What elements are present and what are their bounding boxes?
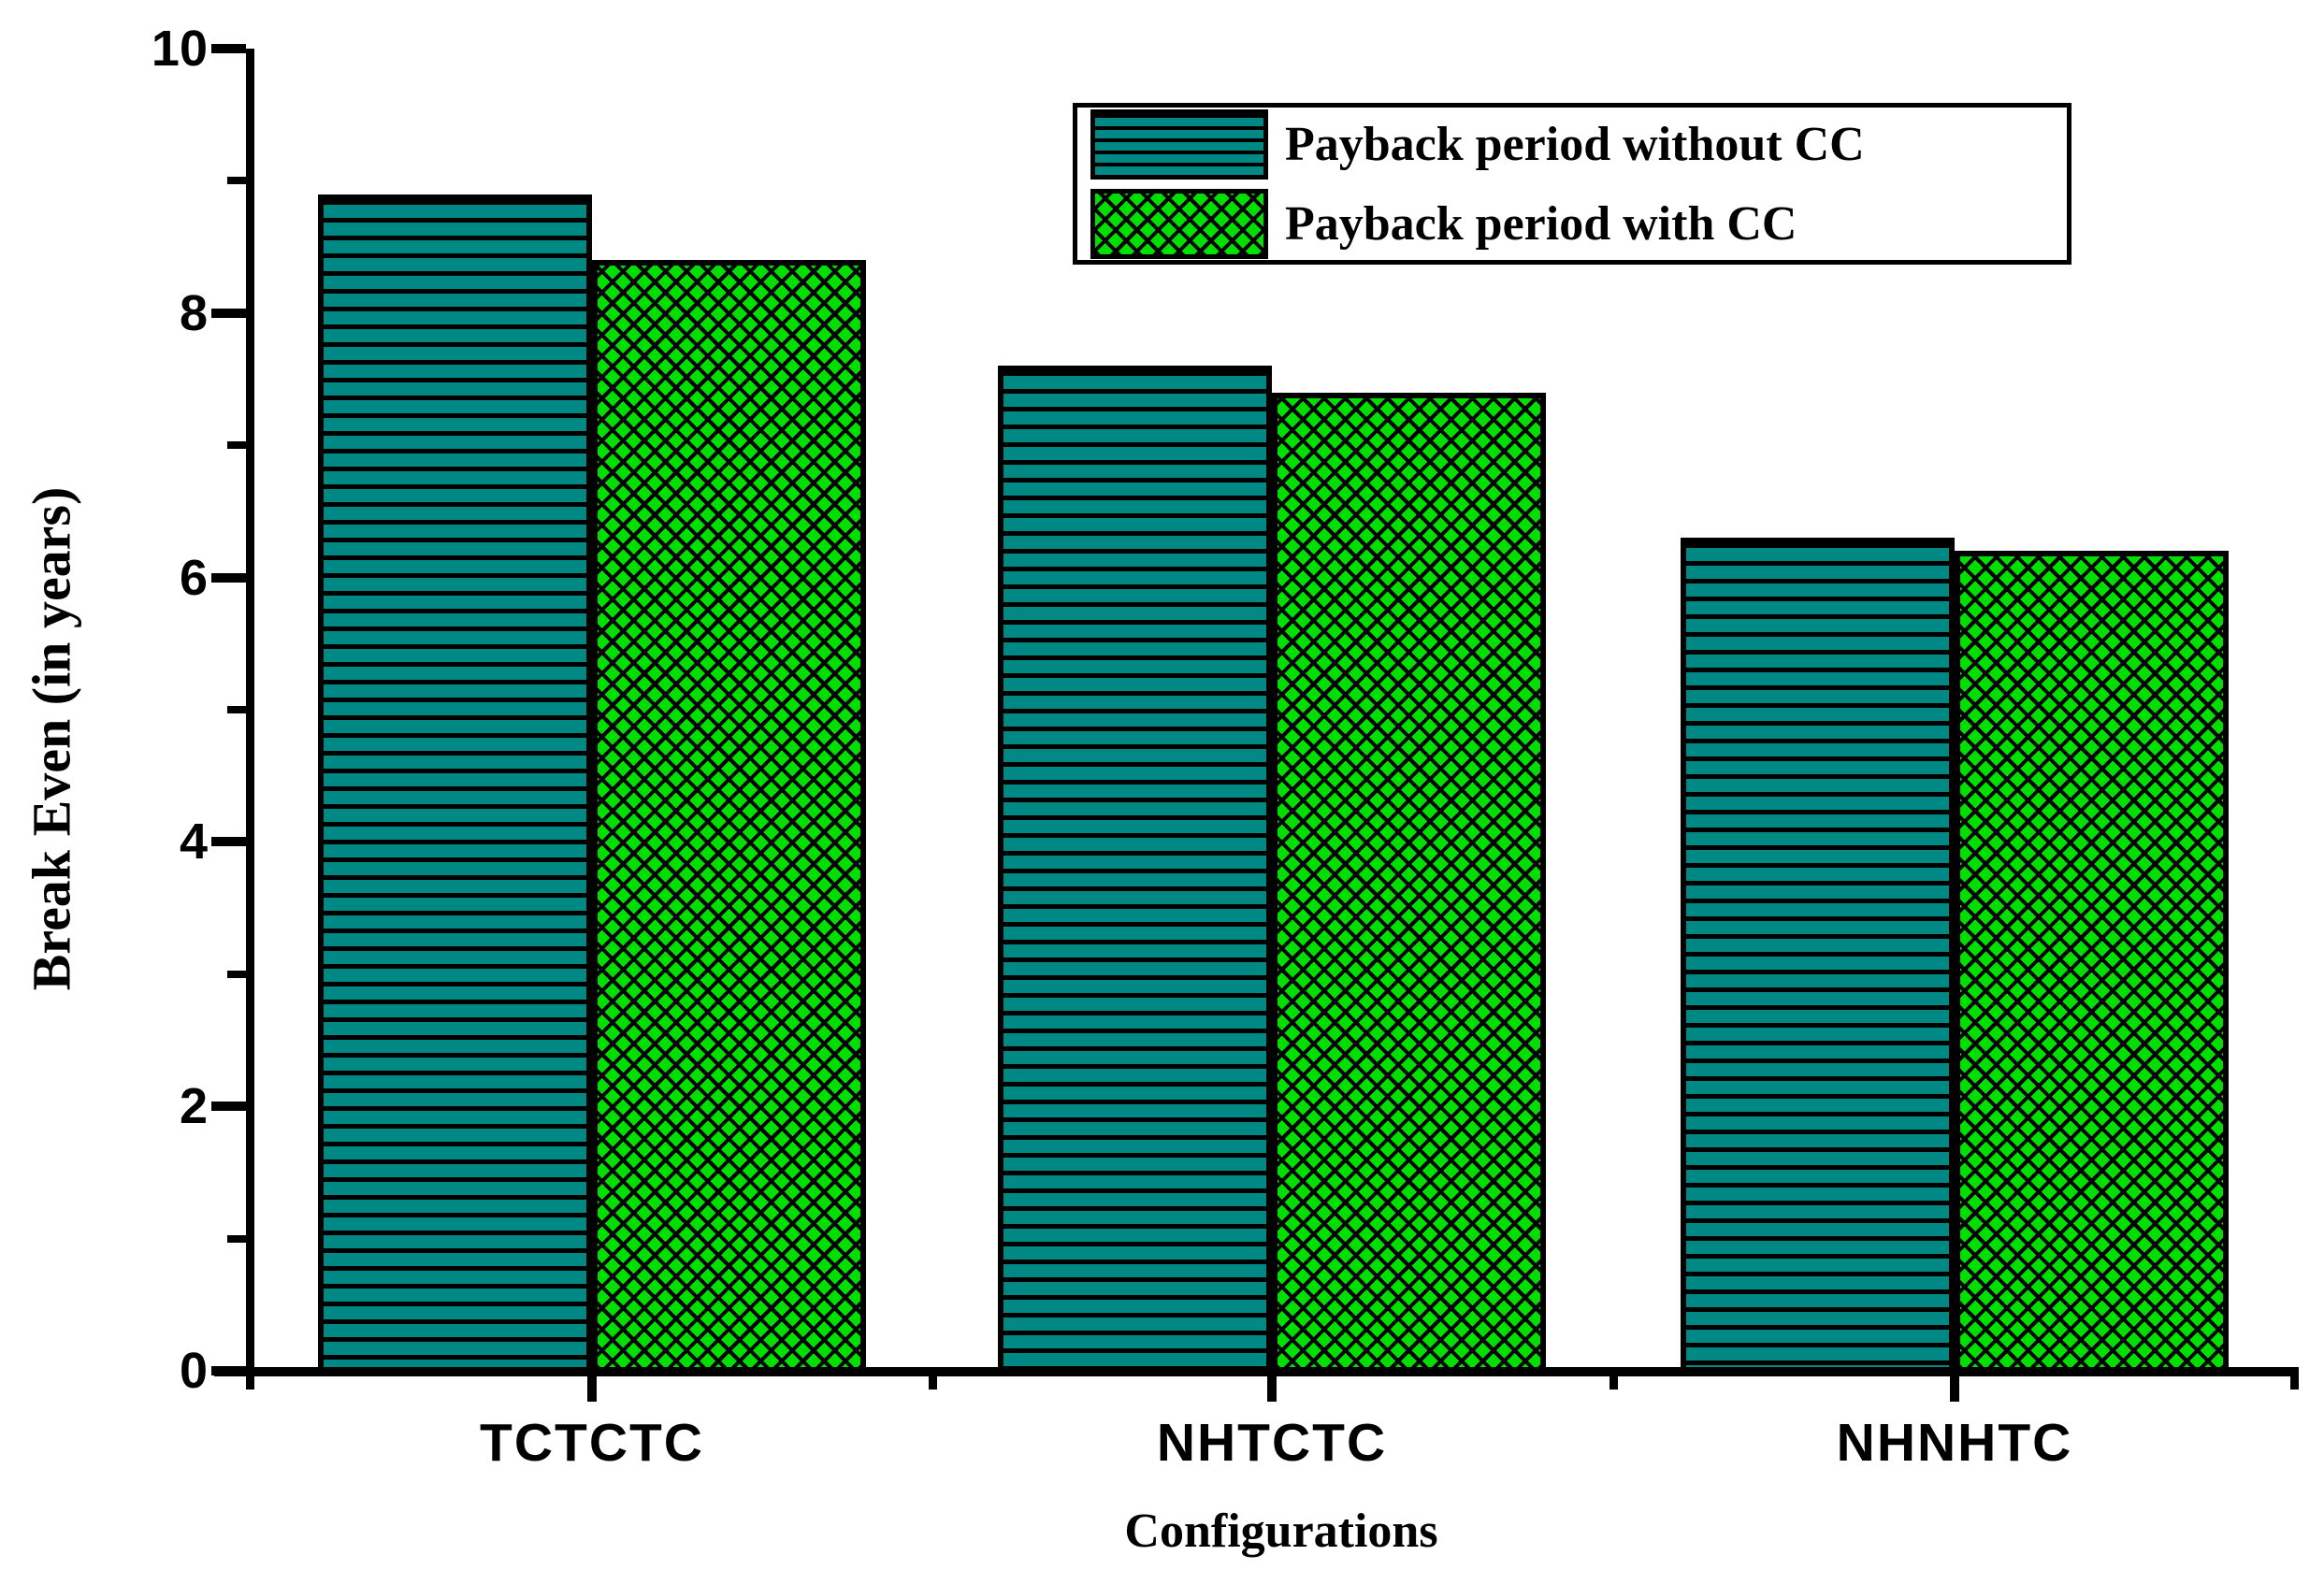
x-major-tick [1267, 1376, 1277, 1402]
legend: Payback period without CC Payback period… [1073, 103, 2071, 265]
y-minor-tick [227, 971, 246, 978]
x-category-label-nhnhtc: NHNHTC [1836, 1413, 2073, 1473]
x-axis-line [214, 1367, 2299, 1376]
y-tick-label: 6 [179, 550, 208, 606]
x-category-label-tctctc: TCTCTC [480, 1413, 704, 1473]
y-tick-label: 8 [179, 285, 208, 341]
x-major-tick [587, 1376, 597, 1402]
bar-without-cc-nhtctc [998, 366, 1272, 1375]
bar-with-cc-nhnhtc [1955, 551, 2229, 1375]
y-major-tick [211, 309, 246, 318]
bar-with-cc-nhtctc [1272, 393, 1546, 1375]
y-tick-label: 0 [179, 1343, 208, 1399]
bar-with-cc-tctctc [592, 260, 866, 1375]
y-axis-title: Break Even (in years) [21, 486, 82, 991]
x-category-label-nhtctc: NHTCTC [1156, 1413, 1388, 1473]
y-major-tick [211, 837, 246, 846]
legend-row-without-cc: Payback period without CC [1090, 108, 2067, 180]
y-tick-label: 4 [179, 814, 208, 870]
y-major-tick [211, 1102, 246, 1111]
x-minor-tick [1609, 1376, 1618, 1390]
x-minor-tick [2290, 1376, 2299, 1390]
bar-without-cc-tctctc [318, 194, 592, 1375]
x-minor-tick [929, 1376, 937, 1390]
x-major-tick [1950, 1376, 1959, 1402]
legend-swatch-without-cc [1090, 108, 1268, 180]
x-minor-tick [246, 1376, 254, 1390]
y-minor-tick [227, 1235, 246, 1243]
y-tick-label: 10 [151, 21, 208, 77]
y-major-tick [211, 573, 246, 583]
legend-row-with-cc: Payback period with CC [1090, 188, 2067, 259]
y-minor-tick [227, 441, 246, 449]
legend-swatch-with-cc [1090, 188, 1268, 259]
legend-label-with-cc: Payback period with CC [1285, 196, 1797, 251]
bar-without-cc-nhnhtc [1681, 538, 1955, 1375]
y-minor-tick [227, 177, 246, 184]
y-major-tick [211, 1366, 246, 1375]
x-axis-title: Configurations [1124, 1505, 1438, 1558]
y-axis-line [246, 49, 254, 1376]
y-minor-tick [227, 706, 246, 713]
y-major-tick [211, 44, 246, 53]
y-tick-label: 2 [179, 1078, 208, 1134]
legend-label-without-cc: Payback period without CC [1285, 117, 1865, 171]
